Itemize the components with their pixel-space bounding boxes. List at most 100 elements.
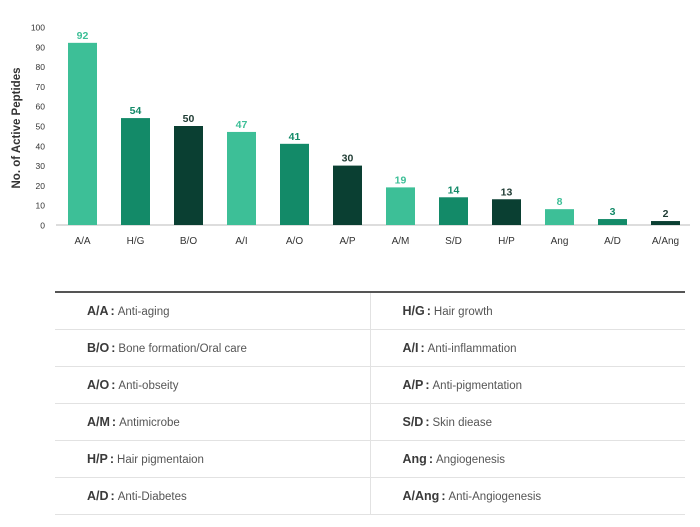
bar-a-a (68, 42, 97, 226)
legend-abbr: A/I (402, 341, 419, 355)
y-tick-label: 30 (36, 161, 46, 171)
legend-abbr: A/A (87, 304, 109, 318)
legend-cell: A/Ang: Anti-Angiogenesis (370, 477, 685, 515)
legend-cell: H/P: Hair pigmentaion (55, 440, 371, 478)
legend-abbr: H/G (402, 304, 425, 318)
x-tick-label: H/P (498, 236, 515, 247)
legend-row: A/A: Anti-aging H/G: Hair growth (55, 291, 685, 330)
legend-abbr: A/P (402, 378, 424, 392)
value-label: 47 (236, 119, 248, 131)
legend-cell: A/M: Antimicrobe (55, 403, 371, 441)
legend-cell: A/O: Anti-obseity (55, 366, 371, 404)
legend-row: B/O: Bone formation/Oral care A/I: Anti-in… (55, 329, 685, 367)
value-label: 13 (501, 186, 513, 198)
legend-desc: Anti-Angiogenesis (448, 491, 542, 503)
y-axis-label: No. of Active Peptides (11, 68, 23, 189)
legend-cell: S/D: Skin diease (370, 403, 685, 441)
abbreviation-legend-table: A/A: Anti-aging H/G: Hair growth B/O: Bone … (55, 291, 685, 515)
bar-a-o (280, 143, 309, 225)
legend-desc: Anti-pigmentation (432, 380, 523, 392)
legend-desc: Antimicrobe (119, 417, 180, 429)
legend-colon: : (425, 378, 430, 392)
bar-ang (545, 209, 574, 225)
y-axis-ticks: 0 10 20 30 40 50 60 70 80 90 100 (31, 23, 45, 231)
value-label: 41 (289, 131, 301, 143)
bar-a-i (227, 131, 256, 225)
value-labels: 92 54 50 47 41 30 19 14 13 8 3 2 (77, 30, 669, 220)
x-tick-label: A/M (392, 236, 410, 247)
x-tick-label: A/I (235, 236, 247, 247)
value-label: 54 (130, 105, 142, 117)
legend-colon: : (441, 489, 446, 503)
value-label: 30 (342, 153, 354, 165)
legend-colon: : (110, 304, 115, 318)
legend-colon: : (426, 304, 431, 318)
bar-b-o (174, 126, 203, 225)
legend-abbr: H/P (87, 452, 108, 466)
legend-colon: : (110, 489, 115, 503)
x-tick-label: A/Ang (652, 236, 679, 247)
x-tick-label: A/D (604, 236, 621, 247)
y-tick-label: 80 (36, 62, 46, 72)
legend-row: A/O: Anti-obseity A/P: Anti-pigmentation (55, 366, 685, 404)
legend-row: A/M: Antimicrobe S/D: Skin diease (55, 403, 685, 441)
legend-desc: Angiogenesis (435, 454, 506, 466)
legend-row: A/D: Anti-Diabetes A/Ang: Anti-Angiogenesi… (55, 477, 685, 515)
bar-h-g (121, 118, 150, 225)
legend-colon: : (425, 415, 430, 429)
legend-desc: Anti-inflammation (427, 343, 517, 355)
bar-a-p (333, 165, 362, 225)
y-tick-label: 40 (36, 141, 46, 151)
x-tick-label: A/A (74, 236, 90, 247)
y-tick-label: 60 (36, 102, 46, 112)
legend-colon: : (111, 415, 117, 429)
legend-abbr: B/O (87, 341, 110, 355)
legend-desc: Hair pigmentaion (117, 454, 204, 466)
legend-cell: A/P: Anti-pigmentation (370, 366, 685, 404)
legend-colon: : (420, 341, 425, 355)
bars-group (68, 42, 680, 226)
x-tick-label: A/O (286, 236, 303, 247)
legend-abbr: A/O (87, 378, 110, 392)
y-tick-label: 50 (36, 122, 46, 132)
legend-row: H/P: Hair pigmentaion Ang: Angiogenesis (55, 440, 685, 478)
legend-cell: H/G: Hair growth (370, 291, 685, 330)
y-tick-label: 90 (36, 42, 46, 52)
legend-abbr: A/Ang (402, 489, 440, 503)
y-tick-label: 0 (40, 221, 45, 231)
legend-abbr: Ang (402, 452, 427, 466)
y-tick-label: 10 (36, 201, 46, 211)
x-tick-label: H/G (127, 236, 145, 247)
bar-chart: No. of Active Peptides 01020304050607080… (11, 23, 690, 247)
legend-desc: Skin diease (432, 417, 492, 429)
legend-colon: : (109, 452, 115, 466)
bar-a-m (386, 187, 415, 225)
bar-a-d (598, 219, 627, 225)
x-tick-label: B/O (180, 236, 197, 247)
x-tick-label: S/D (445, 236, 462, 247)
legend-cell: Ang: Angiogenesis (370, 440, 685, 478)
value-label: 2 (663, 208, 669, 220)
legend-colon: : (428, 452, 433, 466)
x-tick-label: A/P (339, 236, 355, 247)
value-label: 19 (395, 174, 407, 186)
legend-desc: Anti-Diabetes (117, 491, 187, 503)
bar-s-d (439, 197, 468, 225)
legend-desc: Bone formation/Oral care (118, 343, 247, 355)
legend-cell: B/O: Bone formation/Oral care (55, 329, 371, 367)
legend-desc: Anti-aging (117, 306, 170, 318)
legend-cell: A/D: Anti-Diabetes (55, 477, 371, 515)
y-tick-label: 100 (31, 23, 45, 33)
legend-colon: : (111, 341, 116, 355)
legend-desc: Hair growth (433, 306, 493, 318)
value-label: 3 (610, 206, 616, 218)
legend-desc: Anti-obseity (118, 380, 179, 392)
bar-h-p (492, 199, 521, 225)
legend-abbr: A/D (87, 489, 109, 503)
legend-abbr: A/M (87, 415, 110, 429)
x-tick-label: Ang (551, 236, 569, 247)
value-label: 14 (448, 184, 460, 196)
legend-cell: A/I: Anti-inflammation (370, 329, 685, 367)
legend-abbr: S/D (402, 415, 424, 429)
x-axis-ticks: A/A H/G B/O A/I A/O A/P A/M S/D H/P Ang A/D A/Ang (74, 236, 679, 247)
